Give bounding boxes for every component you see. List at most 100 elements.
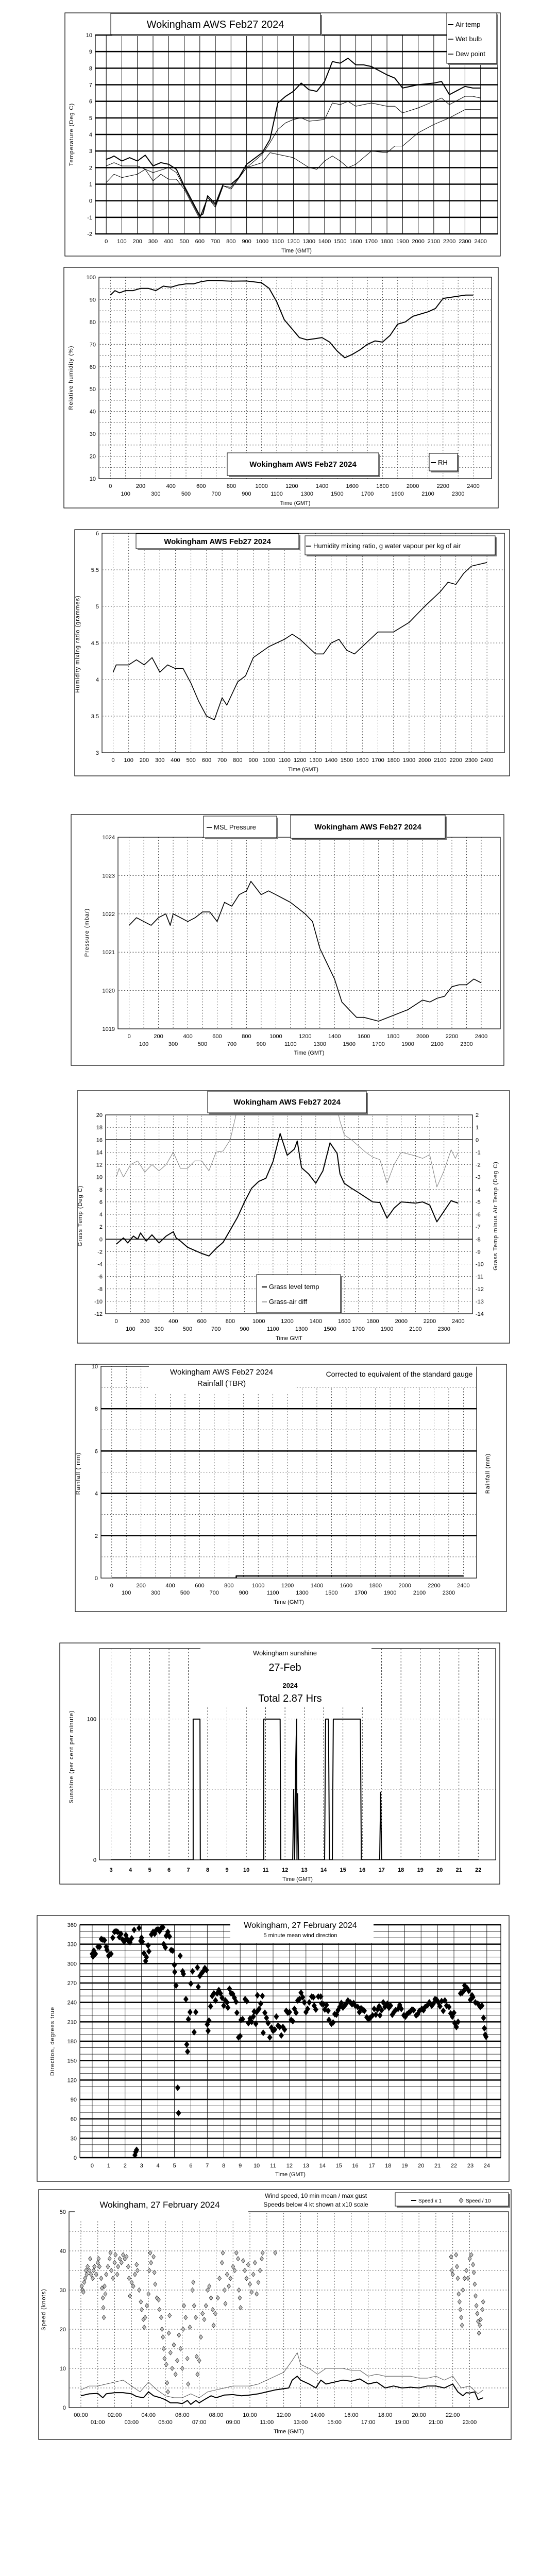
- chart-subtitle: Rainfall (TBR): [197, 1379, 246, 1388]
- x-tick-label: 20: [436, 1867, 443, 1873]
- y-tick-label: 90: [90, 297, 96, 303]
- data-point: [210, 2307, 215, 2313]
- data-point: [181, 1970, 187, 1977]
- x-axis-label: Time (GMT): [288, 767, 318, 773]
- data-point: [89, 2272, 93, 2277]
- legend-box: [446, 12, 497, 64]
- x-tick-label: 19: [417, 1867, 424, 1873]
- y-tick-label: 5: [89, 115, 92, 122]
- y-tick-label: 120: [67, 2077, 77, 2083]
- data-point: [132, 2151, 138, 2158]
- data-point: [238, 2295, 242, 2301]
- data-point: [166, 2330, 171, 2336]
- y-tick-label-right: -4: [476, 1187, 481, 1193]
- data-point: [206, 2287, 210, 2293]
- y-tick-label: 240: [67, 2000, 77, 2006]
- x-tick-label: 900: [257, 1041, 266, 1047]
- data-point: [84, 2272, 89, 2277]
- chart-9: 00:0001:0002:0003:0004:0005:0006:0007:00…: [38, 2189, 512, 2440]
- x-axis-label: Time (GMT): [294, 1050, 325, 1056]
- x-tick-label: 500: [198, 1041, 207, 1047]
- series-line: [112, 562, 487, 720]
- y-tick-label-right: -6: [476, 1212, 481, 1218]
- legend-label: RH: [438, 459, 448, 466]
- data-point: [379, 2007, 384, 2014]
- chart-title: Wokingham AWS Feb27 2024: [249, 460, 357, 469]
- x-tick-label: 200: [140, 757, 149, 764]
- y-tick-label-right: -11: [476, 1274, 483, 1280]
- y-axis-label: Speed (knots): [41, 2289, 47, 2330]
- data-point: [437, 2003, 443, 2010]
- y-tick-label: 300: [67, 1961, 77, 1967]
- x-tick-label: 0: [110, 1583, 113, 1589]
- x-tick-label: 21:00: [429, 2419, 443, 2426]
- x-tick-label: 1400: [325, 757, 337, 764]
- data-point: [446, 2003, 452, 2010]
- y-tick-label: -6: [97, 1274, 103, 1280]
- x-tick-label: 15:00: [327, 2419, 342, 2426]
- y-tick-label: 6: [99, 1199, 103, 1206]
- data-point: [157, 2307, 162, 2313]
- x-tick-label: 200: [140, 1318, 149, 1325]
- data-point: [411, 2007, 416, 2014]
- series-group: [116, 1115, 459, 1257]
- x-tick-label: 5: [148, 1867, 151, 1873]
- x-tick-label: 00:00: [74, 2412, 88, 2418]
- data-point: [326, 2016, 332, 2024]
- chart-frame: [38, 2189, 512, 2440]
- series-group: [129, 880, 482, 1022]
- data-point: [217, 2276, 222, 2281]
- data-point: [97, 2264, 102, 2269]
- data-point: [79, 2283, 84, 2289]
- y-tick-label: 270: [67, 1980, 77, 1987]
- data-point: [244, 1997, 249, 2005]
- data-point: [249, 2018, 255, 2025]
- title-area: [200, 1643, 371, 1650]
- data-point: [253, 2020, 259, 2027]
- data-point: [106, 2264, 110, 2269]
- legend-label: Grass-air diff: [269, 1298, 308, 1306]
- data-point: [126, 2264, 130, 2269]
- data-point: [141, 1950, 147, 1957]
- data-point: [157, 2297, 161, 2303]
- y-tick-label-right: 2: [476, 1112, 479, 1118]
- y-tick-label: 10: [60, 2366, 66, 2372]
- chart-8: 0 1 2 3 4 5 6 7 8 9 10 11 12 13 14 15 16 17 18 19 20 21 22 23 24…: [37, 1915, 510, 2182]
- x-tick-label: 1400: [310, 1318, 322, 1325]
- data-point: [260, 1992, 265, 1999]
- x-axis-label: Time (GMT): [274, 2429, 304, 2435]
- x-tick-label: 700: [210, 1590, 219, 1596]
- data-point: [180, 2365, 184, 2371]
- data-point: [185, 2015, 191, 2023]
- x-tick-label: 600: [197, 1318, 206, 1325]
- x-tick-label: 0: [115, 1318, 118, 1325]
- x-tick-label: 600: [196, 483, 206, 489]
- chart-title: Wokingham AWS Feb27 2024: [147, 19, 284, 30]
- data-point: [159, 2315, 163, 2320]
- data-point: [172, 2342, 176, 2348]
- data-point: [100, 2295, 105, 2301]
- y-tick-label: -2: [87, 231, 92, 238]
- data-point: [199, 2334, 203, 2340]
- data-point: [205, 2027, 211, 2035]
- y-tick-label: 14: [96, 1149, 103, 1156]
- data-point: [250, 2013, 256, 2020]
- data-point: [112, 2260, 117, 2265]
- x-tick-label: 1700: [361, 491, 374, 497]
- x-tick-label: 1800: [369, 1583, 381, 1589]
- data-point: [135, 2267, 140, 2274]
- x-tick-label: 1800: [376, 483, 388, 489]
- x-tick-label: 2100: [434, 757, 446, 764]
- data-point: [441, 2007, 446, 2014]
- data-point: [477, 2330, 481, 2336]
- data-point: [313, 2006, 318, 2013]
- y-tick-label: 2: [95, 1533, 98, 1539]
- x-tick-label: 700: [217, 757, 227, 764]
- data-point: [93, 1951, 98, 1957]
- title-box: [290, 815, 446, 839]
- data-point: [464, 2267, 468, 2274]
- data-point: [170, 1947, 176, 1954]
- data-point: [475, 2311, 480, 2316]
- x-tick-label: 2200: [446, 1033, 458, 1040]
- x-tick-label: 7: [206, 2163, 209, 2169]
